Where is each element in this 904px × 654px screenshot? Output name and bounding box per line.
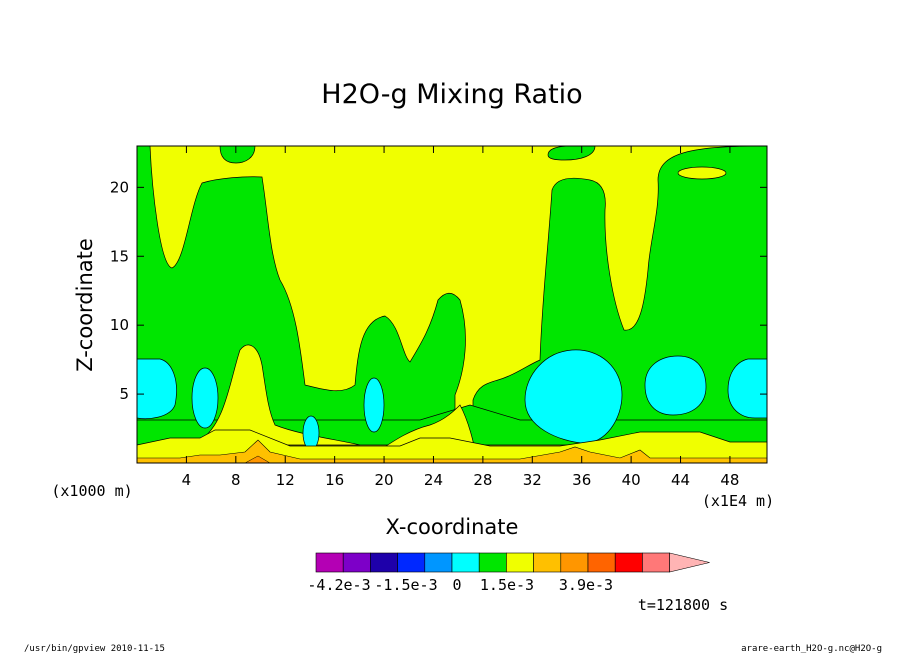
x-tick-label: 36 (572, 471, 591, 489)
colorbar-label: -1.5e-3 (374, 576, 437, 594)
x-tick-label: 44 (671, 471, 690, 489)
colorbar-swatch (370, 552, 398, 573)
field-green-top-blob-a (219, 145, 256, 164)
y-axis: 5 10 15 20 (110, 178, 767, 403)
colorbar-swatch (424, 552, 453, 573)
y-tick-label: 10 (110, 316, 129, 334)
colorbar-swatch (397, 552, 426, 573)
colorbar-label: 1.5e-3 (480, 576, 534, 594)
colorbar-labels: -4.2e-3 -1.5e-3 0 1.5e-3 3.9e-3 (307, 576, 613, 594)
y-tick-label: 15 (110, 247, 129, 265)
footer-right: arare-earth_H2O-g.nc@H2O-g (741, 644, 882, 654)
field-cyan-left-edge (136, 358, 177, 419)
field-cyan-cell-6 (191, 367, 219, 429)
colorbar-swatch (478, 552, 507, 573)
colorbar-swatch (342, 552, 371, 573)
field-yellow-middle-lobe (199, 344, 361, 446)
field-green-top-blob-b (547, 145, 596, 161)
x-tick-label: 28 (473, 471, 492, 489)
x-tick-label: 8 (231, 471, 241, 489)
field-cyan-right-edge (727, 358, 768, 419)
plot-frame (136, 145, 768, 464)
colorbar (315, 552, 710, 573)
field-cyan-cell-20 (363, 377, 385, 433)
field-cyan-cell-14 (302, 415, 320, 451)
colorbar-label: 0 (452, 576, 461, 594)
colorbar-swatch (587, 552, 616, 573)
y-tick-label: 20 (110, 178, 129, 196)
colorbar-label: 3.9e-3 (559, 576, 613, 594)
field-cyan-cell-35 (524, 349, 623, 444)
time-label: t=121800 s (638, 596, 728, 614)
x-tick-label: 4 (182, 471, 192, 489)
colorbar-swatch (506, 552, 534, 573)
field-orange-surface (136, 439, 768, 464)
colorbar-swatch (315, 552, 344, 573)
field-yellow-top-right (677, 166, 727, 180)
field-green-left-plume (136, 145, 466, 441)
x-tick-label: 16 (325, 471, 344, 489)
y-unit-label: (x1000 m) (51, 482, 132, 500)
y-tick-label: 5 (119, 385, 129, 403)
x-tick-label: 48 (720, 471, 739, 489)
x-tick-label: 32 (523, 471, 542, 489)
x-tick-label: 20 (375, 471, 394, 489)
x-unit-label: (x1E4 m) (702, 492, 774, 510)
plot-area (136, 145, 768, 464)
colorbar-label: -4.2e-3 (307, 576, 370, 594)
x-tick-label: 24 (424, 471, 443, 489)
field-yellow-surface-band (136, 429, 768, 464)
colorbar-swatch (642, 552, 670, 573)
colorbar-swatch (560, 552, 589, 573)
colorbar-arrow (669, 552, 710, 573)
x-tick-label: 40 (622, 471, 641, 489)
chart-title: H2O-g Mixing Ratio (321, 79, 582, 110)
x-axis-label: X-coordinate (386, 515, 519, 539)
colorbar-swatch (451, 552, 480, 573)
colorbar-swatch (533, 552, 562, 573)
y-axis-label: Z-coordinate (73, 238, 97, 372)
x-axis: 4 8 12 16 20 24 28 32 36 40 44 48 (182, 146, 739, 489)
colorbar-swatch (614, 552, 643, 573)
footer-left: /usr/bin/gpview 2010-11-15 (24, 644, 165, 654)
field-cyan-cell-44 (644, 355, 707, 416)
x-tick-label: 12 (276, 471, 295, 489)
